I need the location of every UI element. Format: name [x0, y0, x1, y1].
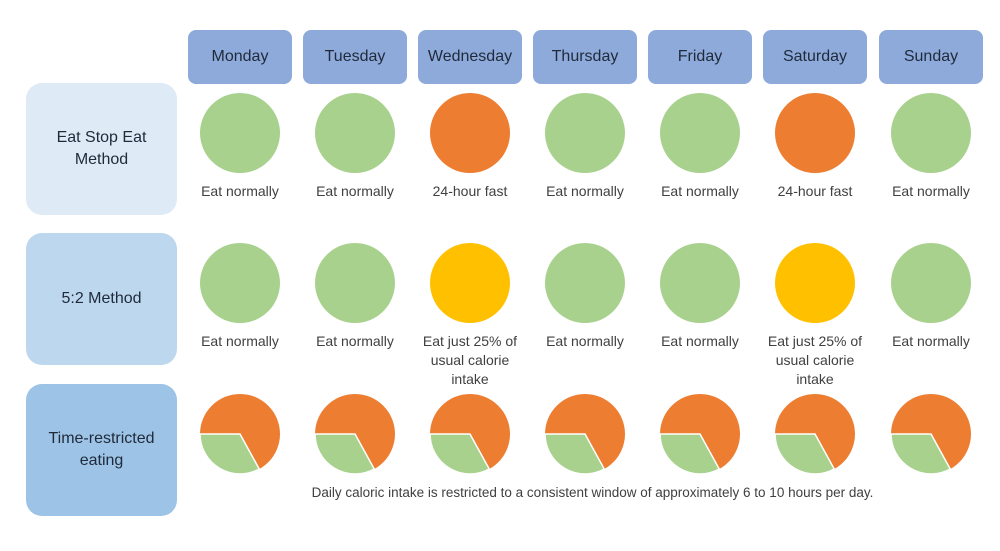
time-restricted-note: Daily caloric intake is restricted to a … [311, 485, 874, 500]
eat-day-circle [315, 93, 395, 173]
day-caption: Eat normally [316, 183, 394, 199]
eat-day-circle [200, 93, 280, 173]
day-header-saturday: Saturday [763, 30, 867, 84]
eat-day-circle [315, 243, 395, 323]
eat-day-circle [200, 243, 280, 323]
eat-day-circle [660, 93, 740, 173]
eating-window-pie [890, 394, 971, 475]
day-caption: Eat normally [201, 333, 279, 349]
eat-day-circle [660, 243, 740, 323]
eating-window-pie [429, 394, 510, 475]
eating-window-pie [659, 394, 740, 475]
eat-day-circle [891, 243, 971, 323]
day-caption: Eat just 25% of usual calorie intake [767, 333, 863, 387]
method-label: 5:2 Method [26, 233, 177, 365]
method-label: Eat Stop Eat Method [26, 83, 177, 215]
eating-slice [659, 433, 721, 475]
day-caption: Eat normally [892, 183, 970, 199]
eating-slice [544, 433, 606, 475]
day-caption: 24-hour fast [777, 183, 853, 199]
day-header-sunday: Sunday [879, 30, 983, 84]
eat-day-circle [545, 93, 625, 173]
eating-window-pie [774, 394, 855, 475]
day-caption: Eat just 25% of usual calorie intake [422, 333, 518, 387]
reduced-day-circle [430, 243, 510, 323]
fast-day-circle [430, 93, 510, 173]
day-caption: Eat normally [201, 183, 279, 199]
eating-window-pie [544, 394, 625, 475]
reduced-day-circle [775, 243, 855, 323]
day-caption: Eat normally [892, 333, 970, 349]
day-caption: Eat normally [661, 333, 739, 349]
eating-slice [199, 433, 261, 475]
day-header-thursday: Thursday [533, 30, 637, 84]
fast-day-circle [775, 93, 855, 173]
eating-slice [314, 433, 376, 475]
day-caption: Eat normally [661, 183, 739, 199]
day-header-tuesday: Tuesday [303, 30, 407, 84]
day-caption: Eat normally [546, 333, 624, 349]
day-header-friday: Friday [648, 30, 752, 84]
eating-window-pie [199, 394, 280, 475]
day-caption: 24-hour fast [432, 183, 508, 199]
day-caption: Eat normally [546, 183, 624, 199]
day-header-monday: Monday [188, 30, 292, 84]
eating-window-pie [314, 394, 395, 475]
day-header-wednesday: Wednesday [418, 30, 522, 84]
eating-slice [890, 433, 952, 475]
eat-day-circle [891, 93, 971, 173]
eating-slice [774, 433, 836, 475]
day-caption: Eat normally [316, 333, 394, 349]
eating-slice [429, 433, 491, 475]
method-label: Time-restricted eating [26, 384, 177, 516]
eat-day-circle [545, 243, 625, 323]
